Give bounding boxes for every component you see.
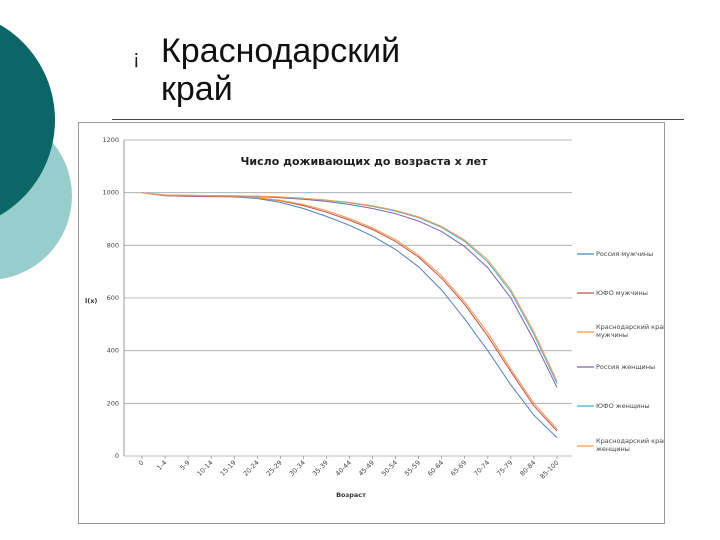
x-tick-label: 1-4 bbox=[155, 459, 168, 472]
x-tick-label: 35-39 bbox=[311, 459, 330, 478]
x-tick-label: 30-34 bbox=[288, 459, 307, 478]
y-tick-label: 200 bbox=[107, 399, 119, 407]
title-divider bbox=[112, 119, 684, 120]
decorative-circles bbox=[0, 24, 72, 280]
chart-frame: 0 200 400 600 800 1000 1200 0 1-4 5-9 10-14 15-19 2… bbox=[78, 122, 665, 524]
series-line bbox=[141, 192, 558, 384]
series-line bbox=[141, 192, 558, 382]
x-tick-label: 5-9 bbox=[178, 459, 191, 472]
x-axis-label: Возраст bbox=[336, 491, 366, 499]
y-tick-label: 400 bbox=[107, 347, 119, 355]
grid-lines bbox=[123, 139, 572, 459]
x-tick-label: 20-24 bbox=[242, 459, 261, 478]
x-tick-label: 70-74 bbox=[472, 459, 491, 478]
x-tick-label: 15-19 bbox=[219, 459, 238, 478]
y-axis-label: l(x) bbox=[85, 297, 97, 305]
dark-circle bbox=[0, 24, 55, 216]
y-tick-label: 800 bbox=[107, 241, 119, 249]
series-line bbox=[141, 192, 558, 388]
y-tick-label: 1200 bbox=[102, 136, 119, 144]
y-tick-label: 1000 bbox=[102, 189, 119, 197]
series-line bbox=[141, 192, 558, 430]
x-tick-label: 0 bbox=[137, 459, 146, 468]
chart-title: Число доживающих до возраста х лет bbox=[241, 155, 489, 168]
x-tick-label: 60-64 bbox=[426, 459, 445, 478]
series-lines bbox=[141, 192, 558, 438]
legend-label: Россия мужчины bbox=[596, 250, 653, 258]
y-tick-labels: 0 200 400 600 800 1000 1200 bbox=[102, 136, 119, 460]
slide-title-line2: край bbox=[161, 70, 233, 108]
x-tick-label: 65-69 bbox=[449, 459, 468, 478]
y-tick-label: 0 bbox=[115, 452, 119, 460]
legend-label: Краснодарский край женщины bbox=[596, 437, 664, 453]
x-tick-label: 75-79 bbox=[495, 459, 514, 478]
x-tick-label: 45-49 bbox=[357, 459, 376, 478]
series-line bbox=[141, 192, 558, 432]
slide-title-line1: Краснодарский bbox=[161, 32, 401, 70]
legend-label: Россия женщины bbox=[596, 363, 655, 371]
x-tick-label: 40-44 bbox=[334, 459, 353, 478]
legend: Россия мужчины ЮФО мужчины Краснодарский к… bbox=[577, 250, 664, 453]
bullet-marker: ¡ bbox=[133, 47, 140, 69]
x-tick-label: 25-29 bbox=[265, 459, 284, 478]
x-tick-label: 80-84 bbox=[518, 459, 537, 478]
legend-label: ЮФО женщины bbox=[596, 402, 650, 410]
legend-label: Краснодарский край мужчины bbox=[596, 323, 664, 339]
legend-label: ЮФО мужчины bbox=[596, 289, 648, 297]
x-tick-label: 10-14 bbox=[196, 459, 215, 478]
x-tick-label: 55-59 bbox=[403, 459, 422, 478]
x-tick-label: 85-100 bbox=[538, 459, 560, 481]
y-tick-label: 600 bbox=[107, 294, 119, 302]
series-line bbox=[141, 192, 558, 438]
x-tick-labels: 0 1-4 5-9 10-14 15-19 20-24 25-29 30-34 35-39 40-… bbox=[137, 459, 561, 481]
x-tick-label: 50-54 bbox=[380, 459, 399, 478]
slide-title: Краснодарский край bbox=[161, 32, 400, 108]
